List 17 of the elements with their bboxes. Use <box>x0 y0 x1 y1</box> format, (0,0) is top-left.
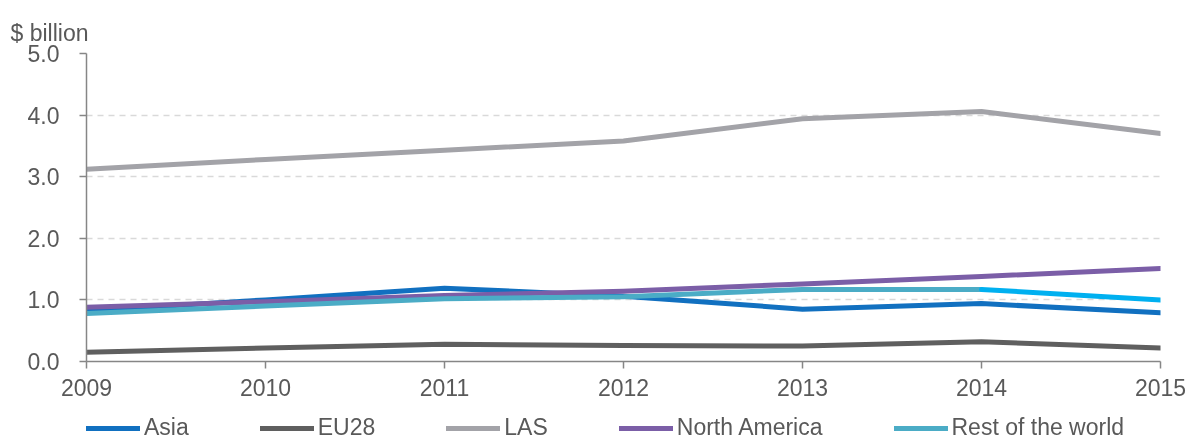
x-tick-label: 2011 <box>419 374 470 401</box>
legend-label: Asia <box>144 414 189 441</box>
legend-label: LAS <box>504 414 548 441</box>
x-tick-label: 2010 <box>239 374 292 401</box>
legend-label: North America <box>676 414 823 441</box>
y-tick-label: 2.0 <box>27 225 60 252</box>
legend-label: EU28 <box>317 414 376 441</box>
y-tick-label: 1.0 <box>27 287 60 314</box>
y-tick-label: 3.0 <box>27 164 60 191</box>
y-tick-label: 0.0 <box>27 349 60 375</box>
x-tick-label: 2012 <box>597 374 650 401</box>
y-tick-label: 4.0 <box>27 102 60 129</box>
x-tick-label: 2014 <box>955 374 1008 401</box>
x-tick-label: 2009 <box>60 374 113 401</box>
x-tick-label: 2013 <box>776 374 829 401</box>
legend-label: Rest of the world <box>951 414 1125 441</box>
x-tick-label: 2015 <box>1134 374 1187 401</box>
